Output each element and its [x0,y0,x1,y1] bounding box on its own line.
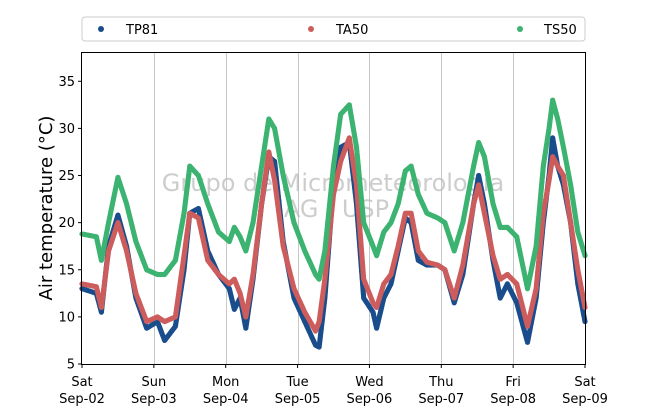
legend-item-ts50: TS50 [517,23,577,38]
legend-label-tp81: TP81 [125,23,158,38]
x-tick-label-date: Sep-05 [275,392,321,407]
legend-frame [81,16,586,42]
x-tick-label-date: Sep-09 [562,392,608,407]
y-tick-label: 10 [58,310,75,325]
x-axis: Sat Sep-02 Sun Sep-03 Mon Sep-04 Tue Sep-05 Wed S… [59,364,608,407]
x-tick-label-day: Sat [574,375,595,390]
x-tick-label-day: Sat [71,375,92,390]
x-tick-label-day: Thu [428,375,453,390]
plot-frame [81,52,586,365]
y-tick-label: 20 [58,216,75,231]
x-tick-label-day: Sun [141,375,166,390]
x-tick-label-day: Fri [505,375,521,390]
y-axis-label: Air temperature (°C) [36,116,57,301]
x-tick-label-date: Sep-06 [347,392,393,407]
legend-marker-tp81 [98,26,104,32]
data-series [79,97,588,350]
plot-area: Grupo de Micrometeorologia IAG / USP 510… [58,52,608,407]
legend-label-ts50: TS50 [543,23,577,38]
y-tick-label: 5 [67,358,75,373]
x-tick-label-day: Wed [355,375,383,390]
y-tick-label: 25 [58,169,75,184]
legend-label-ta50: TA50 [335,23,368,38]
legend-item-tp81: TP81 [98,23,158,38]
legend-item-ta50: TA50 [308,23,368,38]
x-tick-label-date: Sep-03 [131,392,177,407]
y-axis: 5 10 15 20 25 30 35 [58,75,82,373]
y-tick-label: 35 [58,75,75,90]
x-tick-label-date: Sep-08 [490,392,536,407]
grid-lines [154,53,514,364]
x-tick-label-day: Tue [285,375,308,390]
x-tick-label-date: Sep-04 [203,392,249,407]
x-tick-label-date: Sep-07 [418,392,464,407]
y-tick-label: 30 [58,122,75,137]
y-tick-label: 15 [58,263,75,278]
series-ts50 [79,97,588,292]
x-tick-label-day: Mon [212,375,239,390]
legend-marker-ts50 [517,26,523,32]
legend: TP81 TA50 TS50 [81,16,586,42]
legend-marker-ta50 [308,26,314,32]
x-tick-label-date: Sep-02 [59,392,105,407]
